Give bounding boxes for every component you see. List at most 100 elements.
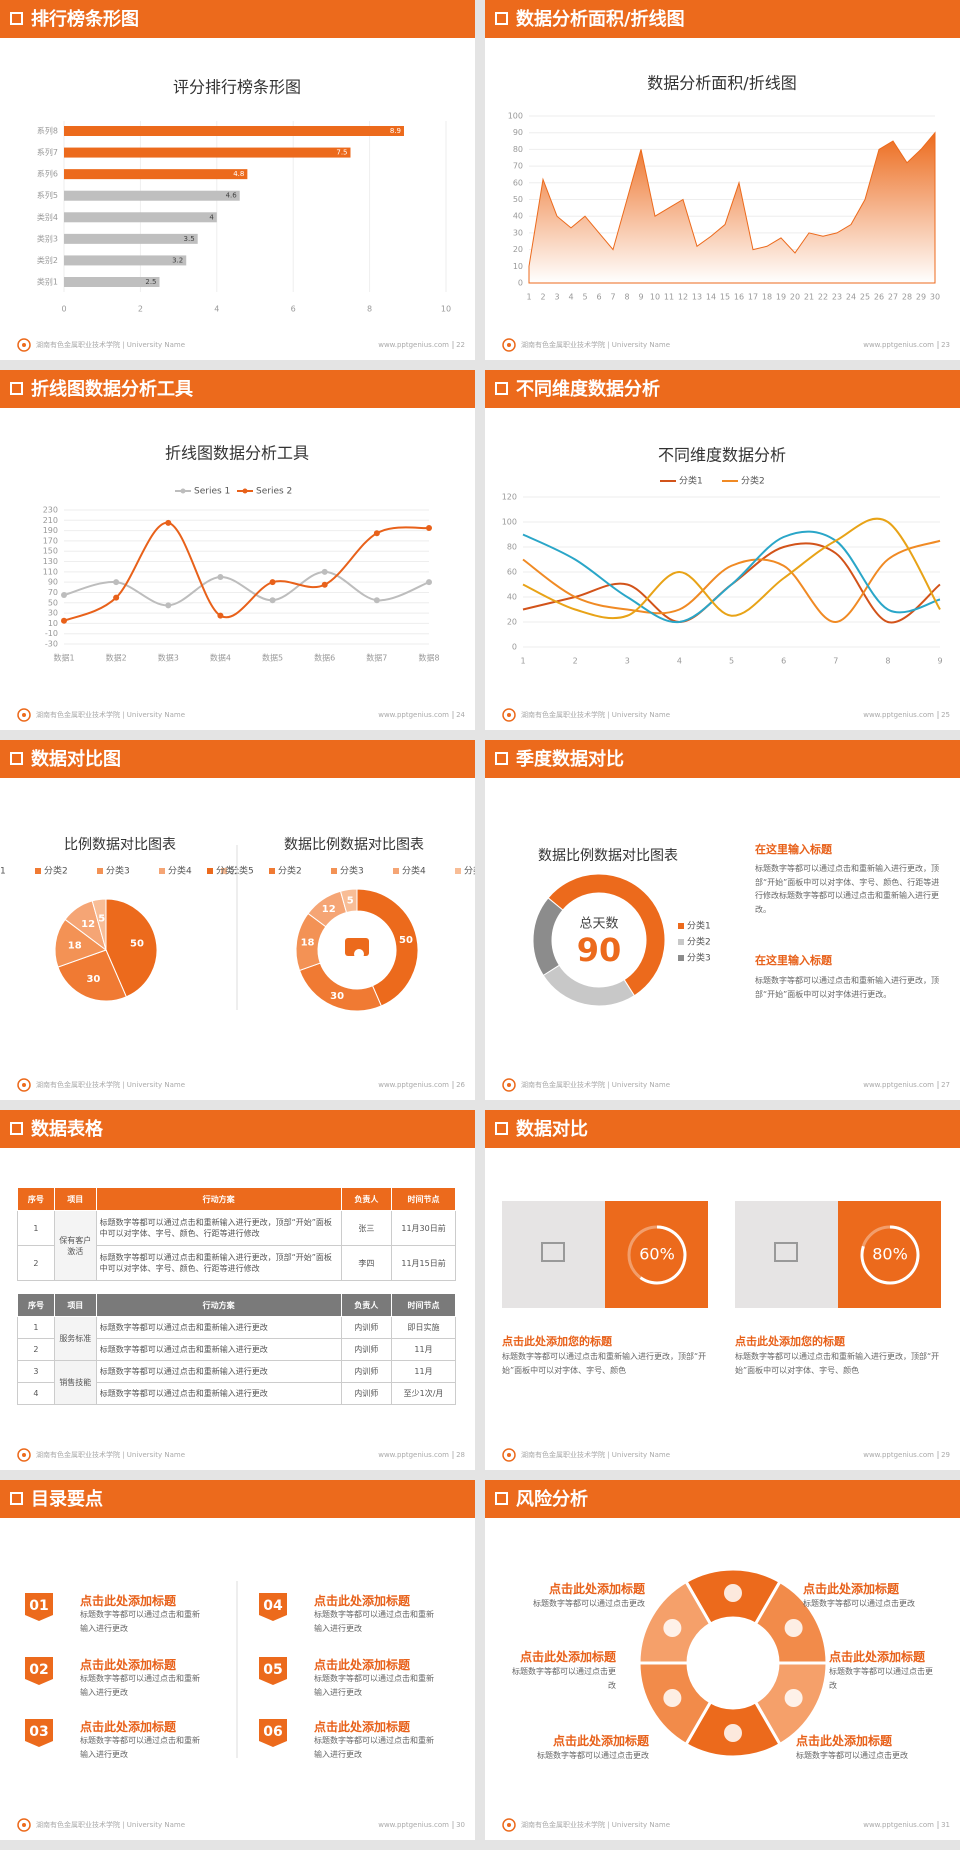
number: 04 (263, 1598, 283, 1614)
title-icon (10, 752, 23, 765)
legend-label: 分类2 (278, 865, 302, 877)
bar (64, 126, 404, 136)
logo (17, 1448, 31, 1462)
card-title: 点击此处添加您的标题 (735, 1335, 845, 1348)
logo (502, 708, 516, 722)
slide-title: 数据对比 (516, 1118, 588, 1140)
bar (64, 169, 248, 180)
logo (17, 708, 31, 722)
category-label: 系列8 (37, 126, 58, 136)
legend-label: 分类2 (687, 936, 711, 948)
value-label: 18 (301, 938, 315, 949)
number-badge (25, 1657, 53, 1685)
legend-label: 分类5 (230, 865, 254, 877)
y-tick-label: 0 (518, 279, 523, 288)
footer-page: 24 (456, 711, 465, 719)
toc-title: 点击此处添加标题 (314, 1658, 411, 1672)
legend-label: 分类3 (106, 865, 130, 877)
toc-title: 点击此处添加标题 (314, 1594, 411, 1608)
cell: 销售技能 (53, 1360, 97, 1405)
bar (64, 255, 187, 266)
x-tick-label: 7 (610, 293, 615, 302)
category-label: 类别2 (37, 255, 58, 265)
header-cell: 项目 (53, 1187, 97, 1211)
slide: 季度数据对比 湖南有色金属职业技术学院 | University Name 27 ww… (485, 740, 960, 1100)
marker (165, 602, 172, 609)
bar (64, 233, 198, 244)
logo (17, 338, 31, 352)
x-tick-label: 5 (729, 657, 734, 666)
footer-page: 27 (941, 1081, 950, 1089)
x-tick-label: 14 (706, 293, 716, 302)
cell: 保有客户激活 (53, 1210, 97, 1281)
legend-label: 分类3 (340, 865, 364, 877)
y-tick-label: 110 (43, 567, 58, 576)
risk-title: 点击此处添加标题 (519, 1650, 616, 1664)
footer-site: www.pptgenius.com (863, 1451, 934, 1459)
cell: 标题数字等都可以通过点击和重新输入进行更改 (95, 1316, 342, 1339)
y-tick-label: -30 (45, 640, 58, 649)
footer-school: 湖南有色金属职业技术学院 | University Name (36, 1450, 185, 1459)
footer-site: www.pptgenius.com (378, 1451, 449, 1459)
x-tick-label: 4 (568, 293, 573, 302)
cell: 即日实施 (391, 1316, 456, 1339)
risk-body: 标题数字等都可以通过点击更改 (512, 1667, 616, 1690)
risk-body: 标题数字等都可以通过点击更改 (803, 1599, 915, 1608)
slide: 风险分析 湖南有色金属职业技术学院 | University Name 31 www.… (485, 1480, 960, 1840)
footer-page: 23 (941, 341, 950, 349)
legend-label: 分类3 (687, 952, 711, 964)
cell: 2 (17, 1245, 55, 1281)
y-tick-label: 90 (48, 578, 58, 587)
x-tick-label: 23 (832, 293, 842, 302)
bar (64, 147, 351, 158)
legend-swatch (97, 868, 103, 874)
legend-label: Series 1 (194, 487, 230, 497)
legend-swatch (269, 868, 275, 874)
footer-site: www.pptgenius.com (378, 1081, 449, 1089)
footer-site: www.pptgenius.com (378, 711, 449, 719)
segment-icon (663, 1619, 682, 1637)
chart-title: 评分排行榜条形图 (173, 78, 301, 97)
y-tick-label: 120 (502, 493, 517, 502)
value-label: 50 (130, 939, 144, 950)
logo-dot (507, 713, 511, 717)
ring-label: 80% (872, 1245, 908, 1264)
legend-label: 分类4 (402, 865, 426, 877)
x-tick-label: 11 (664, 293, 674, 302)
logo-dot (507, 1453, 511, 1457)
text-body: 标题数字等都可以通过点击和重新输入进行更改，顶部“开始”面板中可以对字体、字号、… (755, 864, 940, 914)
header-cell: 行动方案 (95, 1293, 342, 1317)
x-tick-label: 数据1 (53, 653, 74, 663)
slide-title: 数据分析面积/折线图 (516, 8, 685, 30)
value-label: 5 (347, 895, 354, 906)
value-label: 18 (68, 940, 82, 951)
cell: 11月 (391, 1360, 456, 1383)
toc-body: 标题数字等都可以通过点击和重新输入进行更改 (314, 1736, 434, 1759)
series-line (63, 521, 430, 622)
value-label: 50 (399, 935, 413, 946)
segment-icon (663, 1689, 682, 1707)
cell: 11月 (391, 1338, 456, 1361)
logo-dot (22, 1453, 26, 1457)
number-badge (25, 1593, 53, 1621)
slide-title: 数据对比图 (31, 748, 121, 770)
marker (269, 597, 276, 604)
text-title: 在这里输入标题 (755, 843, 832, 856)
table-row: 1 服务标准 标题数字等都可以通过点击和重新输入进行更改 内训师 即日实施 (17, 1316, 456, 1361)
header-bar (0, 740, 475, 778)
number: 02 (29, 1662, 48, 1678)
bar (64, 212, 217, 223)
y-tick-label: 40 (513, 212, 523, 221)
footer-school: 湖南有色金属职业技术学院 | University Name (521, 1450, 670, 1459)
logo-dot (22, 713, 26, 717)
x-tick-label: 0 (61, 305, 66, 314)
table-row: 3 销售技能 标题数字等都可以通过点击和重新输入进行更改 内训师 11月 (17, 1360, 456, 1405)
marker (217, 612, 224, 619)
marker (373, 597, 380, 604)
cell: 内训师 (340, 1316, 393, 1339)
slice (298, 962, 382, 1012)
text-title: 在这里输入标题 (755, 954, 832, 967)
toc-title: 点击此处添加标题 (80, 1658, 177, 1672)
